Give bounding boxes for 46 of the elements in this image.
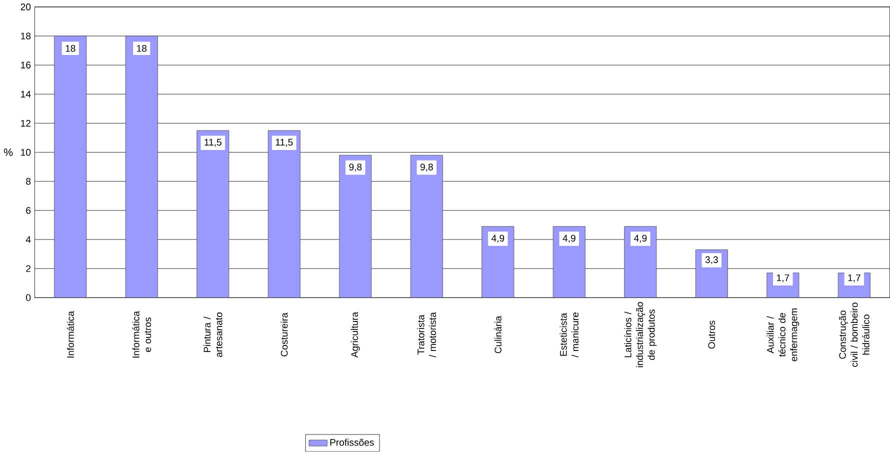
bar [410,155,443,298]
bar [552,226,586,298]
data-label: 4,9 [491,234,504,243]
bar [624,226,657,298]
y-tick-label: 12 [21,120,31,127]
y-tick-label: 14 [21,90,31,98]
x-tick-label: Culinária [494,316,502,354]
x-tick-label: Informática [66,311,74,358]
data-label: 18 [66,45,76,52]
y-tick-label: 10 [21,149,31,156]
data-label: 18 [137,45,147,52]
y-axis-title: % [4,148,13,156]
bar [268,130,300,298]
y-tick-label: 2 [26,265,31,272]
x-tick-label: Construção civil / bombeiro hidráulico [838,302,870,367]
x-tick-label: Agricultura [350,312,360,358]
x-tick-label: Laticínios / industrialização de produtos [624,302,657,368]
data-label: 3,3 [705,256,718,264]
y-tick-label: 16 [21,62,31,69]
bar [54,36,87,298]
x-tick-label: Informática e outros [132,311,152,358]
bar [196,130,230,298]
data-label: 4,9 [562,234,576,243]
bar [339,155,372,298]
bar [125,36,158,298]
x-tick-label: Outros [708,320,716,349]
data-label: 11,5 [276,139,293,147]
bar [482,226,514,298]
data-label: 11,5 [204,139,222,147]
x-tick-label: Esteticista / manicure [560,312,579,358]
data-label: 1,7 [848,274,860,282]
legend-label: Profissões [330,438,374,446]
x-tick-label: Pintura / artesanato [204,312,222,358]
data-label: 1,7 [776,274,790,282]
data-label: 9,8 [349,164,362,172]
y-tick-label: 6 [26,207,31,214]
data-label: 9,8 [420,164,433,172]
x-tick-label: Tratorista / motorista [417,312,436,358]
x-tick-label: Costureira [280,312,288,356]
data-label: 4,9 [634,234,647,243]
y-tick-label: 8 [26,178,31,185]
y-tick-label: 18 [21,32,31,40]
y-tick-label: 4 [26,236,31,243]
y-tick-label: 20 [20,4,31,10]
y-tick-label: 0 [26,294,31,302]
x-tick-label: Auxiliar / técnico de enfermagem [766,308,800,362]
